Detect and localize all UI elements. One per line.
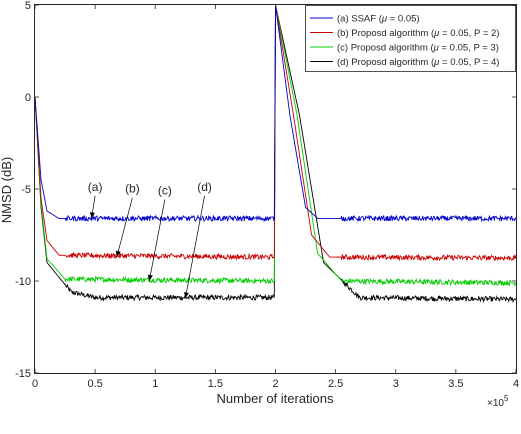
x-multiplier-exponent: 5 (504, 394, 509, 403)
x-tick-label: 1.5 (208, 378, 223, 390)
legend-entry-a: (a) SSAF (μ = 0.05) (337, 14, 420, 25)
y-axis-label: NMSD (dB) (0, 157, 14, 223)
legend-entry-d: (d) Proposd algorithm (μ = 0.05, P = 4) (337, 57, 499, 68)
annotation-arrowhead (183, 292, 189, 299)
x-tick-label: 3 (393, 378, 399, 390)
annotation-label: (c) (158, 184, 172, 198)
annotation-arrow-line (116, 197, 133, 258)
y-tick-label: -10 (15, 276, 31, 288)
x-tick-label: 2.5 (328, 378, 343, 390)
legend-entry-c: (c) Proposd algorithm (μ = 0.05, P = 3) (337, 43, 499, 54)
x-tick-label: 2 (272, 378, 278, 390)
legend-entry-b: (b) Proposd algorithm (μ = 0.05, P = 2) (337, 28, 499, 39)
x-axis-ticks: 0 0.5 1 1.5 2 2.5 3 3.5 4 (32, 5, 519, 390)
y-axis-ticks: -15 -10 -5 0 5 (15, 0, 516, 380)
x-tick-label: 1 (152, 378, 158, 390)
y-tick-label: -5 (21, 184, 31, 196)
x-axis-label: Number of iterations (216, 391, 334, 406)
annotation-arrowhead (147, 274, 153, 281)
annotation-label: (b) (125, 182, 140, 196)
legend: (a) SSAF (μ = 0.05) (b) Proposd algorithm… (305, 5, 516, 72)
legend-box (305, 5, 516, 72)
y-tick-label: -15 (15, 368, 31, 380)
annotations: (a) (b) (c) (d) (88, 180, 212, 299)
x-multiplier-base: ×10 (487, 398, 504, 409)
y-tick-label: 5 (25, 0, 31, 12)
annotation-arrow-line (148, 199, 166, 282)
annotation-arrowhead (115, 250, 121, 258)
annotation-arrowhead (89, 212, 95, 219)
y-tick-label: 0 (25, 92, 31, 104)
x-axis-multiplier: ×105 (487, 394, 509, 409)
plot-frame (34, 4, 517, 374)
annotation-label: (d) (197, 180, 212, 194)
annotation-arrow-line (184, 195, 205, 299)
annotation-label: (a) (88, 180, 103, 194)
x-tick-label: 3.5 (448, 378, 463, 390)
x-tick-label: 0 (32, 378, 38, 390)
x-tick-label: 0.5 (87, 378, 102, 390)
x-tick-label: 4 (513, 378, 519, 390)
